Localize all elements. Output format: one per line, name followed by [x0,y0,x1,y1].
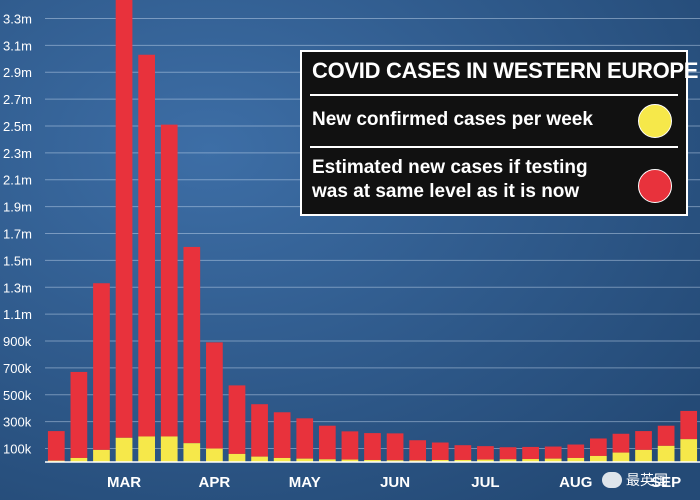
bar-estimated [296,418,314,459]
bar-estimated [364,433,381,460]
bar-confirmed [499,459,517,462]
bar-confirmed [409,460,427,462]
bar-confirmed [657,445,675,462]
bar-estimated [183,246,201,444]
watermark-text: 最英国 [626,473,668,489]
bar-estimated [522,446,539,460]
bar-confirmed [386,460,404,462]
bar-estimated [590,438,607,456]
y-tick-label: 1.9m [3,200,32,215]
bar-estimated [499,447,517,460]
x-tick-label: JUN [380,474,410,491]
bar-confirmed [590,455,607,462]
bar-confirmed [160,436,178,462]
bar-confirmed [431,459,449,462]
bar-confirmed [341,459,359,462]
y-tick-label: 2.9m [3,65,32,80]
bar-estimated [160,124,178,437]
bar-estimated [386,433,404,461]
y-tick-label: 2.1m [3,173,32,188]
y-tick-label: 100k [3,442,32,457]
bar-confirmed [206,448,223,462]
bar-confirmed [364,459,381,462]
chart-title: COVID CASES IN WESTERN EUROPE [312,58,699,83]
legend-label-confirmed: New confirmed cases per week [312,109,593,130]
bar-estimated [251,404,268,457]
bar-confirmed [635,449,652,462]
bar-confirmed [612,452,630,462]
bar-confirmed [70,457,88,462]
bar-estimated [138,54,155,437]
y-tick-label: 500k [3,388,32,403]
bar-confirmed [296,458,314,462]
wechat-icon [602,472,622,488]
y-tick-label: 1.3m [3,280,32,295]
bar-confirmed [477,459,494,462]
bar-estimated [341,431,359,460]
bar-confirmed [183,443,201,462]
bar-confirmed [544,458,562,462]
y-tick-label: 2.3m [3,146,32,161]
bars [47,0,698,462]
x-tick-label: SEP [651,474,681,491]
bar-estimated [206,342,223,449]
bar-estimated [477,446,494,460]
bar-estimated [635,431,652,450]
legend: COVID CASES IN WESTERN EUROPE New confir… [300,50,698,216]
legend-label-estimated: Estimated new cases if testing was at sa… [312,157,588,202]
x-axis-labels: MAR APR MAY JUN JUL AUG SEP [107,474,681,491]
bar-estimated [431,442,449,460]
x-tick-label: JUL [471,474,499,491]
bar-confirmed [138,436,155,462]
bar-confirmed [318,459,336,462]
y-tick-label: 2.7m [3,92,32,107]
y-tick-label: 2.5m [3,119,32,134]
bar-estimated [657,425,675,446]
bar-estimated [544,446,562,459]
bar-estimated [93,283,110,450]
bar-confirmed [115,437,133,462]
bar-confirmed [228,453,246,462]
y-tick-label: 3.1m [3,38,32,53]
bar-estimated [47,431,65,461]
legend-swatch-estimated [638,169,672,203]
y-tick-label: 300k [3,415,32,430]
bar-confirmed [680,439,698,462]
y-tick-label: 900k [3,334,32,349]
bar-confirmed [522,459,539,462]
bar-estimated [70,371,88,458]
y-axis-labels: 100k 300k 500k 700k 900k 1.1m 1.3m 1.5m 1.7m 1.9m… [3,11,32,456]
bar-confirmed [273,457,291,462]
bar-estimated [680,410,698,440]
y-tick-label: 1.7m [3,227,32,242]
y-tick-label: 700k [3,361,32,376]
bar-confirmed [567,457,585,462]
bar-estimated [273,412,291,458]
watermark: 最英国 [602,468,694,492]
legend-divider [310,146,678,148]
legend-swatch-confirmed [638,104,672,138]
x-tick-label: AUG [559,474,592,491]
bar-estimated [228,385,246,454]
x-tick-label: APR [199,474,231,491]
bar-estimated [115,0,133,438]
bar-estimated [567,444,585,458]
legend-divider [310,94,678,96]
x-tick-label: MAR [107,474,141,491]
bar-confirmed [93,449,110,462]
bar-estimated [612,433,630,453]
y-tick-label: 3.3m [3,11,32,26]
bar-confirmed [251,456,268,462]
x-tick-label: MAY [289,474,321,491]
bar-estimated [454,445,472,460]
y-tick-label: 1.5m [3,253,32,268]
bar-confirmed [454,459,472,462]
bar-estimated [409,440,427,461]
y-tick-label: 1.1m [3,307,32,322]
bar-estimated [318,425,336,460]
